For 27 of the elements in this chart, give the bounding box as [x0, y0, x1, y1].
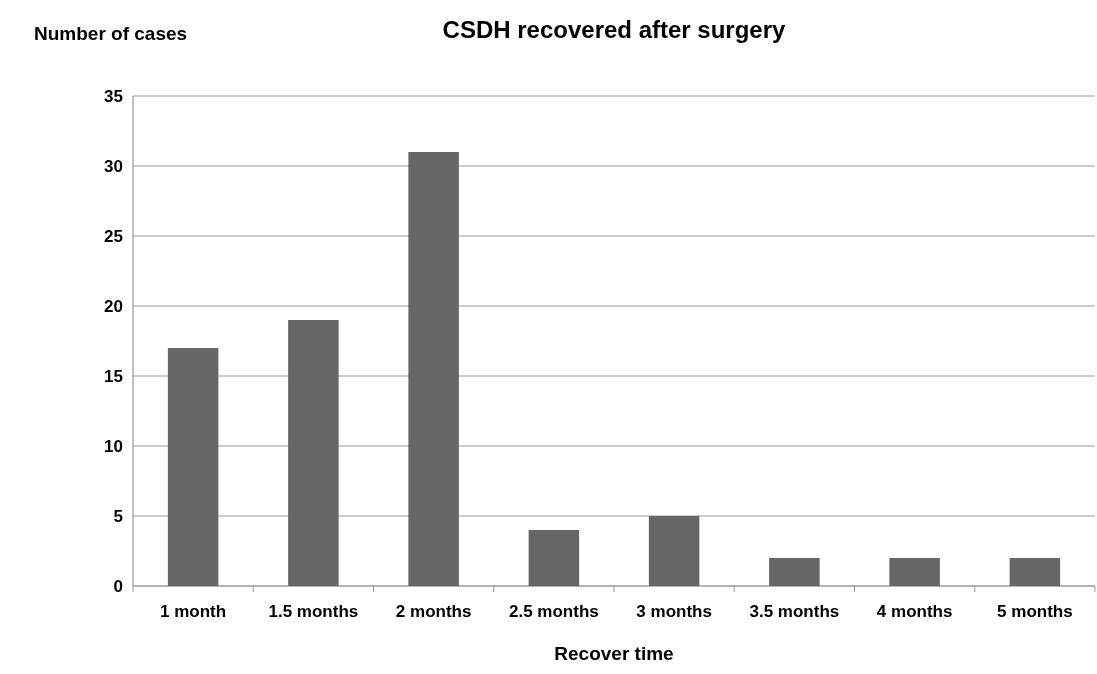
y-tick-label: 20: [104, 296, 123, 316]
x-tick-label: 3 months: [636, 602, 712, 621]
x-tick-label: 5 months: [997, 602, 1073, 621]
y-tick-label: 15: [104, 366, 123, 386]
x-tick-label: 1 month: [160, 602, 227, 621]
bar: [769, 558, 820, 586]
bar: [528, 530, 580, 586]
x-tick-label: 1.5 months: [268, 602, 359, 621]
x-tick-label: 2.5 months: [509, 602, 599, 621]
x-tick-label: 4 months: [876, 602, 953, 621]
x-axis-title: Recover time: [554, 643, 674, 664]
bar: [889, 558, 940, 586]
x-tick-label: 2 months: [395, 602, 472, 621]
x-tick-label: 3.5 months: [749, 602, 840, 621]
y-axis-title: Number of cases: [34, 23, 188, 44]
chart-title: CSDH recovered after surgery: [442, 16, 787, 43]
bar: [648, 516, 700, 586]
y-tick-label: 25: [104, 226, 123, 246]
y-tick-label: 30: [104, 156, 123, 176]
y-tick-label: 5: [113, 506, 123, 526]
bar: [1009, 558, 1061, 586]
y-tick-label: 35: [104, 86, 123, 106]
y-tick-label: 10: [104, 436, 123, 456]
bar: [288, 320, 339, 586]
bar: [167, 348, 219, 586]
y-tick-label: 0: [113, 576, 123, 596]
bar: [408, 152, 459, 586]
